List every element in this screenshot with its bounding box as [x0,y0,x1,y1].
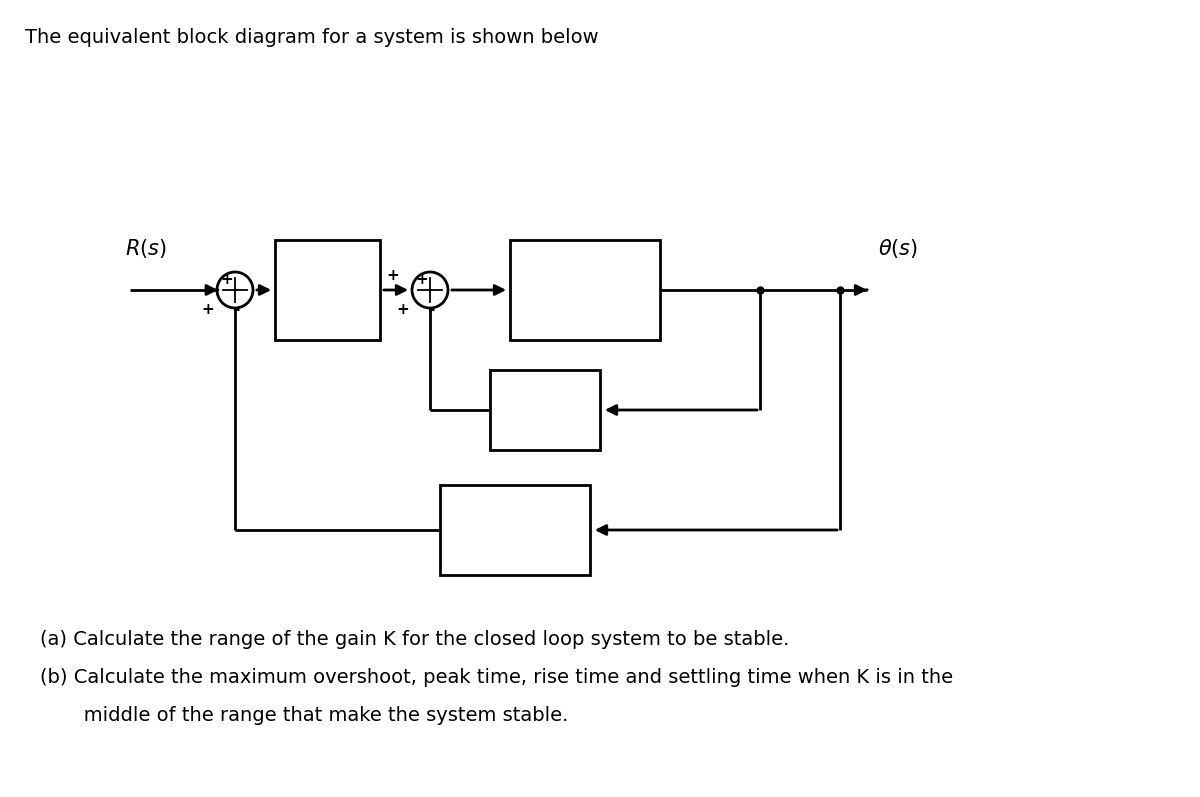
Text: The equivalent block diagram for a system is shown below: The equivalent block diagram for a syste… [25,28,599,47]
Text: +: + [415,272,428,287]
Text: $\mathbf{10}$: $\mathbf{10}$ [499,499,530,521]
Text: $\mathbf{10}$: $\mathbf{10}$ [530,421,559,439]
Text: (b) Calculate the maximum overshoot, peak time, rise time and settling time when: (b) Calculate the maximum overshoot, pea… [40,668,953,687]
Text: -: - [233,300,240,319]
Text: $\theta(s)$: $\theta(s)$ [878,237,918,260]
Text: (a) Calculate the range of the gain K for the closed loop system to be stable.: (a) Calculate the range of the gain K fo… [40,630,790,649]
Text: +: + [221,272,233,287]
Text: $s$: $s$ [539,383,551,401]
FancyBboxPatch shape [275,240,380,340]
Text: +: + [397,302,409,317]
Text: +: + [202,302,215,317]
Text: $R(s)$: $R(s)$ [125,237,167,260]
Text: $\mathbf{s^2}$: $\mathbf{s^2}$ [572,300,598,328]
Text: $K$: $K$ [316,274,340,305]
FancyBboxPatch shape [510,240,660,340]
Text: -: - [428,300,436,319]
FancyBboxPatch shape [440,485,590,575]
Text: +: + [386,268,398,283]
Text: $\mathbf{10}$: $\mathbf{10}$ [568,257,602,280]
Text: $s+10$: $s+10$ [485,543,545,561]
FancyBboxPatch shape [490,370,600,450]
Text: middle of the range that make the system stable.: middle of the range that make the system… [40,706,569,725]
